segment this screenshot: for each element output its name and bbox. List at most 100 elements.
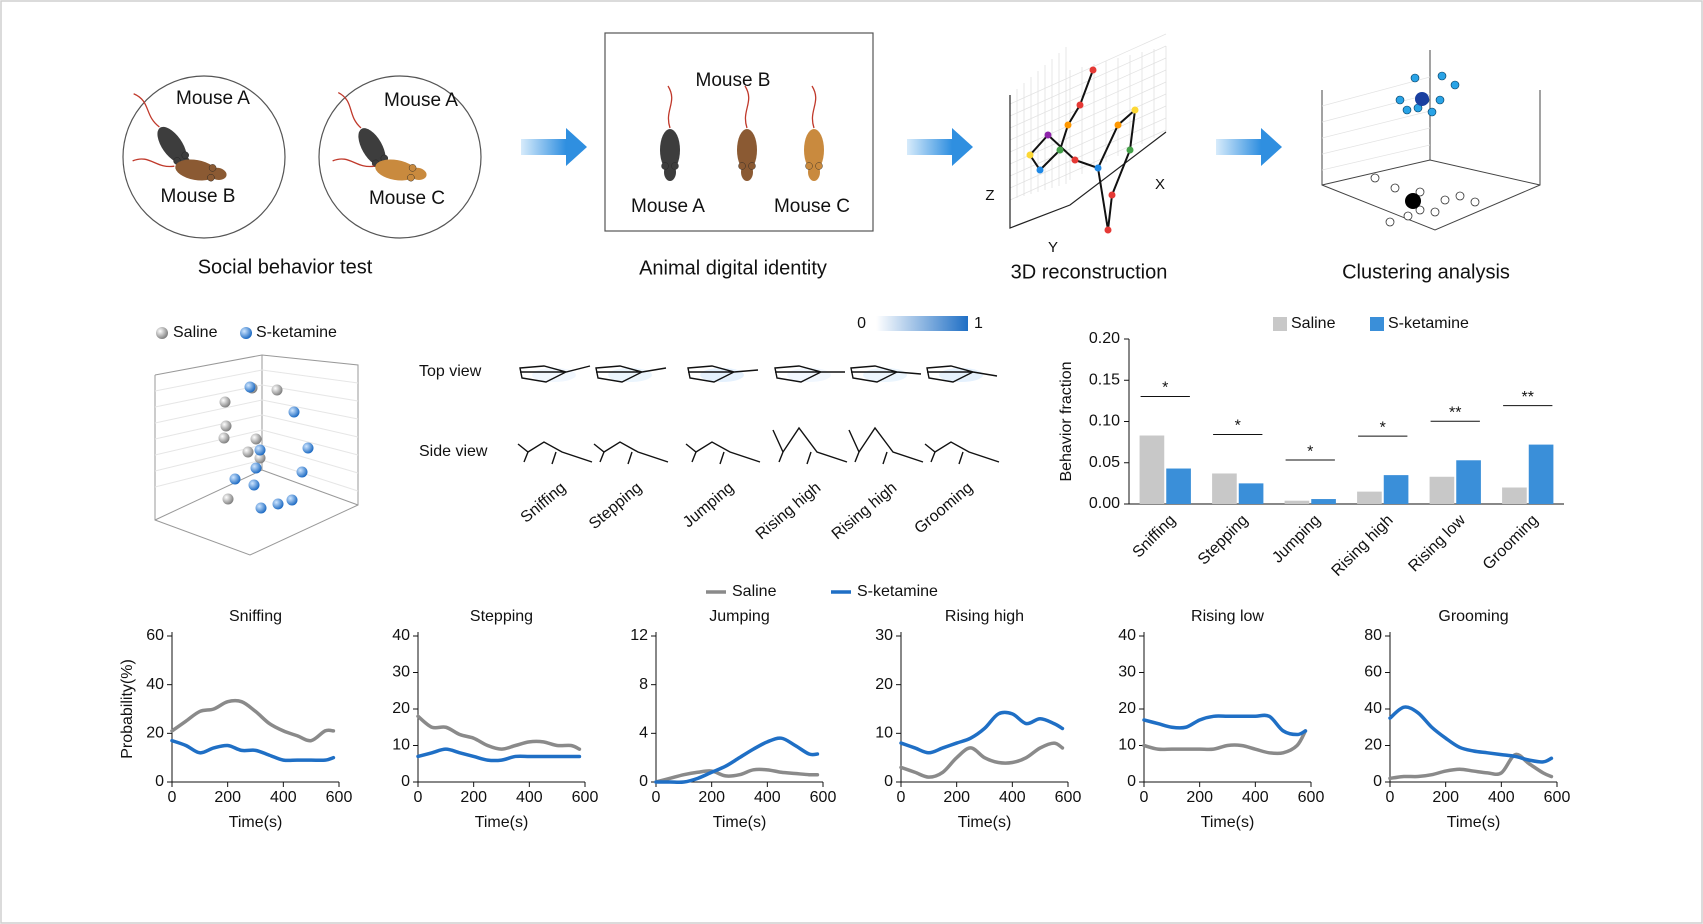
y-tick-label: 8 (639, 676, 648, 693)
axis-label: X (1155, 176, 1165, 193)
x-axis-label: Time(s) (1447, 814, 1501, 831)
series-line (170, 738, 336, 763)
joint-deco (1126, 146, 1134, 154)
bar (1528, 444, 1554, 504)
legend-label: S-ketamine (857, 583, 938, 600)
mouse-ear (738, 162, 746, 170)
grid-line-deco (154, 414, 263, 440)
pose-glow (608, 368, 652, 382)
y-tick-label: 80 (1364, 627, 1382, 644)
series-line (1142, 713, 1308, 737)
y-tick-label: 4 (639, 725, 648, 742)
bar (1502, 487, 1527, 504)
cluster-dot-deco (1415, 205, 1425, 215)
significance-label: * (1235, 418, 1241, 435)
grid-line-deco (261, 399, 359, 420)
y-tick-label: 0.10 (1089, 413, 1120, 430)
mouse-icon (660, 85, 680, 181)
x-tick-label: 600 (572, 789, 599, 806)
legend-label: S-ketamine (256, 324, 337, 341)
chart-title: Grooming (1438, 608, 1508, 625)
y-tick-label: 0 (401, 773, 410, 790)
pose-side (517, 441, 593, 465)
grid-line-deco (154, 459, 263, 488)
mouse-ear (208, 164, 217, 172)
x-tick-label: 400 (516, 789, 543, 806)
mouse-label: Mouse A (176, 88, 250, 109)
y-tick-label: 30 (392, 664, 410, 681)
chart-title: Rising high (945, 608, 1024, 625)
joint-deco (1071, 156, 1079, 164)
y-tick-label: 10 (1118, 737, 1136, 754)
sphere-deco (242, 446, 254, 458)
arena (318, 75, 482, 239)
pose-top (519, 365, 591, 383)
x-tick-label: 600 (326, 789, 353, 806)
mouse-label: Mouse C (369, 188, 445, 209)
cluster-dot-deco (1402, 105, 1412, 115)
mouse-ear (748, 162, 756, 170)
caption: 3D reconstruction (1011, 261, 1168, 283)
embedding-box (154, 354, 359, 556)
x-axis-label: Time(s) (229, 814, 283, 831)
mouse-ear (407, 174, 415, 182)
chart-title: Rising low (1191, 608, 1264, 625)
y-tick-label: 40 (1364, 700, 1382, 717)
grid-line-deco (261, 429, 359, 456)
legend-swatch (1370, 317, 1384, 331)
grid-line-deco (154, 399, 263, 424)
pose-side (924, 441, 1000, 465)
x-tick-label: 600 (1055, 789, 1082, 806)
cluster-dot-deco (1385, 217, 1395, 227)
series-line (899, 710, 1065, 755)
grid-line-deco (1009, 33, 1167, 105)
mouse-ear (181, 151, 189, 159)
pose-glow (532, 368, 576, 382)
pose-side (593, 441, 669, 465)
series-line (1388, 752, 1554, 781)
y-tick-label: 40 (392, 627, 410, 644)
cluster-dot-deco (1390, 183, 1400, 193)
y-tick-label: 60 (146, 627, 164, 644)
mouse-body (737, 129, 757, 171)
significance-label: ** (1449, 404, 1461, 421)
grid-line-deco (1009, 117, 1167, 189)
axis-deco (154, 354, 359, 556)
cluster-dot-deco (1370, 173, 1380, 183)
x-tick-label: 400 (754, 789, 781, 806)
mouse-ear (661, 162, 669, 170)
bar (1139, 435, 1165, 504)
series-line (654, 767, 820, 784)
grid-line-deco (1009, 81, 1167, 153)
sphere-deco (288, 406, 300, 418)
mouse-tail (132, 158, 175, 168)
mouse-label: Mouse C (774, 196, 850, 217)
y-tick-label: 10 (875, 725, 893, 742)
y-tick-label: 40 (1118, 627, 1136, 644)
mouse-tail (744, 85, 750, 129)
significance-label: * (1380, 419, 1386, 436)
pose-side (848, 426, 924, 465)
y-tick-label: 20 (875, 676, 893, 693)
chart-title: Sniffing (229, 608, 282, 625)
x-tick-label: 400 (270, 789, 297, 806)
x-tick-label: 200 (1186, 789, 1213, 806)
mouse-body (157, 126, 187, 164)
mouse-tail (133, 93, 160, 128)
axis-deco (1009, 95, 1167, 229)
mouse-label: Mouse A (384, 90, 458, 111)
mouse-ear (815, 162, 823, 170)
joint-deco (1089, 66, 1097, 74)
caption: Animal digital identity (639, 257, 827, 279)
x-tick-label: 600 (1298, 789, 1325, 806)
axis-label: Y (1048, 239, 1058, 256)
joint-deco (1108, 191, 1116, 199)
mouse-ear (207, 174, 215, 182)
y-tick-label: 30 (875, 627, 893, 644)
joint-deco (1044, 131, 1052, 139)
pose-glow (939, 368, 983, 382)
sphere-deco (254, 452, 266, 464)
flow-arrow-head (566, 128, 587, 166)
